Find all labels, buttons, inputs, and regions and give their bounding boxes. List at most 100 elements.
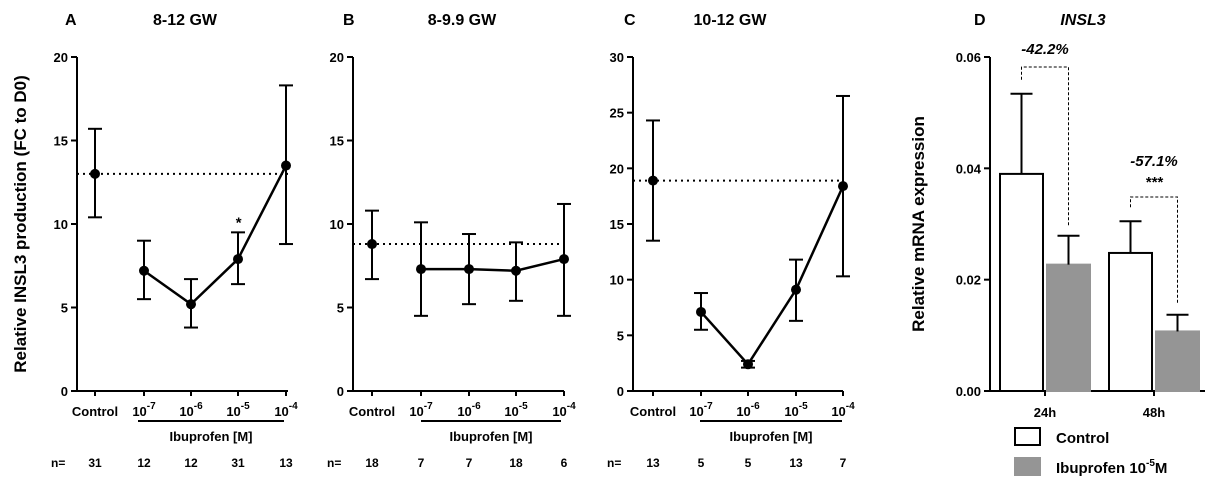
series-line [143, 164, 288, 306]
x-tick-label: 10-5 [504, 401, 528, 419]
series-line [700, 185, 845, 367]
n-value: 6 [561, 456, 568, 470]
n-value: 13 [789, 456, 803, 470]
data-point [233, 254, 243, 265]
panel-A: A 8-12 GW 0 5 10 15 20 Control 10-7 10-6 10-5 10-4 I… [11, 12, 298, 470]
percent-change-label: -42.2% [1021, 41, 1069, 58]
bar-ibuprofen [1046, 263, 1091, 392]
panel-letter: B [343, 12, 355, 29]
panel-B: B 8-9.9 GW 0 5 10 15 20 Control 10-7 10-6 10-5 10-4… [327, 12, 576, 470]
x-tick-label: 10-4 [552, 401, 576, 419]
control-point [90, 168, 100, 179]
x-tick-label: 10-6 [179, 401, 203, 419]
y-tick-label: 5 [337, 301, 344, 316]
data-point [791, 284, 801, 295]
data-point [696, 306, 706, 317]
y-tick-label: 0.04 [956, 161, 982, 176]
panel-letter: A [65, 12, 77, 29]
y-axis-label: Relative INSL3 production (FC to D0) [11, 75, 30, 373]
data-point [511, 265, 521, 276]
treatment-label: Ibuprofen [M] [729, 429, 812, 444]
data-point [186, 299, 196, 310]
x-tick-label: 10-5 [226, 401, 250, 419]
y-tick-label: 0 [61, 384, 68, 399]
legend: Control Ibuprofen 10-5M [1014, 427, 1167, 477]
panel-title: INSL3 [1060, 12, 1105, 29]
y-tick-label: 20 [54, 50, 68, 65]
comparison-bracket [1021, 66, 1069, 226]
n-value: 18 [365, 456, 379, 470]
y-tick-label: 15 [330, 134, 344, 149]
panel-C: C 10-12 GW 0 5 10 15 20 25 30 Control 10-7 10-6 10-5… [607, 12, 855, 470]
x-tick-label: 10-6 [457, 401, 481, 419]
significance-marker: * [235, 214, 242, 231]
data-point [416, 264, 426, 275]
y-axis-label: Relative mRNA expression [909, 116, 928, 332]
y-tick-label: 0.00 [956, 384, 981, 399]
panel-D: D INSL3 0.00 0.02 0.04 0.06 Relative mRNA expr… [909, 12, 1205, 477]
data-point [838, 181, 848, 192]
data-point [743, 359, 753, 370]
bar-ibuprofen [1155, 330, 1200, 393]
y-tick-label: 0.02 [956, 273, 981, 288]
x-tick-label: Control [72, 404, 118, 419]
y-tick-label: 0 [337, 384, 344, 399]
y-tick-label: 15 [610, 217, 624, 232]
control-point [367, 239, 377, 250]
y-tick-label: 0 [617, 384, 624, 399]
data-point [464, 264, 474, 275]
y-tick-label: 10 [610, 273, 624, 288]
y-tick-label: 20 [330, 50, 344, 65]
n-value: 7 [466, 456, 473, 470]
y-tick-label: 25 [610, 106, 624, 121]
panel-letter: D [974, 12, 986, 29]
y-tick-label: 30 [610, 50, 624, 65]
percent-change-label: -57.1% [1130, 153, 1178, 170]
y-tick-label: 0.06 [956, 50, 981, 65]
n-value: 5 [698, 456, 705, 470]
x-tick-label: Control [630, 404, 676, 419]
n-value: 13 [646, 456, 660, 470]
y-tick-label: 5 [61, 301, 68, 316]
x-tick-label: 10-7 [132, 401, 156, 419]
data-point [139, 265, 149, 276]
n-value: 7 [418, 456, 425, 470]
x-tick-label: 10-7 [689, 401, 713, 419]
bar-control [1108, 251, 1153, 392]
panel-title: 8-9.9 GW [428, 12, 497, 29]
x-tick-label: 48h [1143, 405, 1165, 420]
n-label: n= [607, 456, 621, 470]
x-tick-label: 10-4 [274, 401, 298, 419]
x-tick-label: 10-5 [784, 401, 808, 419]
y-tick-label: 10 [330, 217, 344, 232]
panel-letter: C [624, 12, 636, 29]
x-tick-label: 10-4 [831, 401, 855, 419]
panel-title: 10-12 GW [694, 12, 768, 29]
legend-swatch [1014, 457, 1041, 476]
n-value: 31 [88, 456, 102, 470]
x-tick-label: 10-7 [409, 401, 433, 419]
n-value: 5 [745, 456, 752, 470]
series-line [421, 257, 565, 273]
y-tick-label: 10 [54, 217, 68, 232]
panel-title: 8-12 GW [153, 12, 218, 29]
treatment-label: Ibuprofen [M] [169, 429, 252, 444]
legend-label: Ibuprofen 10-5M [1056, 458, 1167, 477]
n-value: 18 [509, 456, 523, 470]
comparison-bracket [1130, 196, 1178, 305]
x-tick-label: 24h [1034, 405, 1056, 420]
n-label: n= [327, 456, 341, 470]
n-value: 31 [231, 456, 245, 470]
control-point [648, 175, 658, 186]
significance-marker: *** [1145, 174, 1164, 191]
n-value: 7 [840, 456, 847, 470]
x-tick-label: Control [349, 404, 395, 419]
n-label: n= [51, 456, 65, 470]
n-value: 12 [137, 456, 151, 470]
y-tick-label: 15 [54, 134, 68, 149]
y-tick-label: 20 [610, 161, 624, 176]
n-value: 12 [184, 456, 198, 470]
n-value: 13 [279, 456, 293, 470]
legend-swatch [1014, 427, 1041, 446]
